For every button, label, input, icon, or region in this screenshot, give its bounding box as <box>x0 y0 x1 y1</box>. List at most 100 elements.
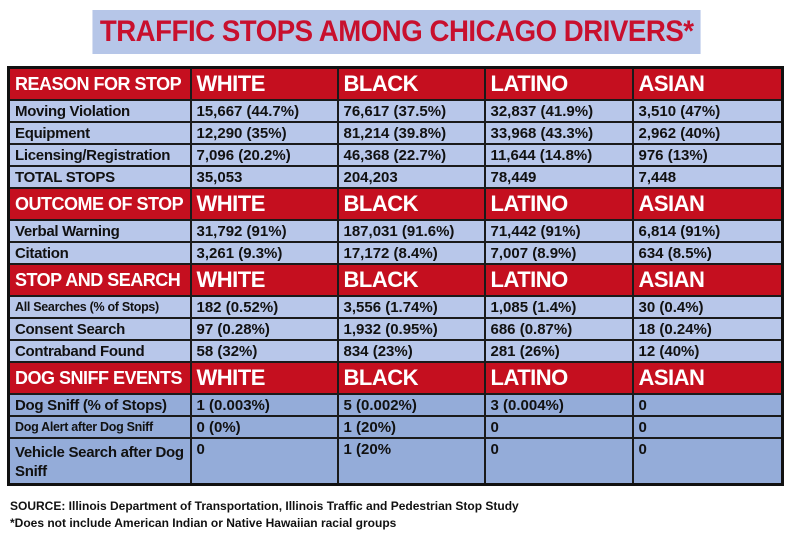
table-cell: 97 (0.28%) <box>189 317 339 341</box>
table-cell: 31,792 (91%) <box>189 219 339 243</box>
table-cell: 46,368 (22.7%) <box>336 143 486 167</box>
table-cell: 33,968 (43.3%) <box>483 121 634 145</box>
section-header: OUTCOME OF STOP <box>7 187 192 221</box>
table-row: Citation 3,261 (9.3%) 17,172 (8.4%) 7,00… <box>7 241 784 265</box>
column-header-latino: LATINO <box>483 66 634 101</box>
table-cell: 976 (13%) <box>631 143 784 167</box>
table-row: Verbal Warning 31,792 (91%) 187,031 (91.… <box>7 219 784 243</box>
row-label: Vehicle Search after Dog Sniff <box>7 437 192 486</box>
table-cell: 834 (23%) <box>336 339 486 363</box>
column-header-latino: LATINO <box>483 361 634 395</box>
table-cell: 7,096 (20.2%) <box>189 143 339 167</box>
table-cell: 15,667 (44.7%) <box>189 99 339 123</box>
column-header-asian: ASIAN <box>631 361 784 395</box>
table-cell: 0 <box>631 393 784 417</box>
row-label: Citation <box>7 241 192 265</box>
table-cell: 81,214 (39.8%) <box>336 121 486 145</box>
section-header-row: OUTCOME OF STOP WHITE BLACK LATINO ASIAN <box>7 187 784 221</box>
section-header-row: DOG SNIFF EVENTS WHITE BLACK LATINO ASIA… <box>7 361 784 395</box>
table-cell: 11,644 (14.8%) <box>483 143 634 167</box>
row-label: TOTAL STOPS <box>7 165 192 189</box>
table-cell: 12 (40%) <box>631 339 784 363</box>
table-cell: 187,031 (91.6%) <box>336 219 486 243</box>
table-cell: 1 (20% <box>336 437 486 486</box>
table-cell: 58 (32%) <box>189 339 339 363</box>
table-cell: 1,085 (1.4%) <box>483 295 634 319</box>
table-cell: 12,290 (35%) <box>189 121 339 145</box>
column-header-black: BLACK <box>336 187 486 221</box>
table-cell: 0 (0%) <box>189 415 339 439</box>
table-cell: 76,617 (37.5%) <box>336 99 486 123</box>
table-cell: 0 <box>189 437 339 486</box>
column-header-black: BLACK <box>336 66 486 101</box>
footnote: *Does not include American Indian or Nat… <box>10 516 397 530</box>
table-row: Equipment 12,290 (35%) 81,214 (39.8%) 33… <box>7 121 784 145</box>
table-cell: 182 (0.52%) <box>189 295 339 319</box>
table-cell: 7,448 <box>631 165 784 189</box>
title-banner: TRAFFIC STOPS AMONG CHICAGO DRIVERS* <box>0 10 793 54</box>
table-cell: 5 (0.002%) <box>336 393 486 417</box>
row-label: Consent Search <box>7 317 192 341</box>
table-cell: 1 (20%) <box>336 415 486 439</box>
column-header-latino: LATINO <box>483 263 634 297</box>
table-row: Consent Search 97 (0.28%) 1,932 (0.95%) … <box>7 317 784 341</box>
table-cell: 3,510 (47%) <box>631 99 784 123</box>
table-cell: 0 <box>631 437 784 486</box>
table-cell: 3,556 (1.74%) <box>336 295 486 319</box>
column-header-white: WHITE <box>189 361 339 395</box>
total-row: TOTAL STOPS 35,053 204,203 78,449 7,448 <box>7 165 784 189</box>
row-label: Licensing/Registration <box>7 143 192 167</box>
traffic-stops-table: REASON FOR STOP WHITE BLACK LATINO ASIAN… <box>7 66 784 486</box>
table-cell: 1,932 (0.95%) <box>336 317 486 341</box>
table-row: Vehicle Search after Dog Sniff 0 1 (20% … <box>7 437 784 486</box>
column-header-black: BLACK <box>336 361 486 395</box>
column-header-asian: ASIAN <box>631 66 784 101</box>
table-cell: 6,814 (91%) <box>631 219 784 243</box>
table-cell: 71,442 (91%) <box>483 219 634 243</box>
table-row: Dog Sniff (% of Stops) 1 (0.003%) 5 (0.0… <box>7 393 784 417</box>
table-cell: 17,172 (8.4%) <box>336 241 486 265</box>
table-cell: 0 <box>483 437 634 486</box>
table-cell: 3,261 (9.3%) <box>189 241 339 265</box>
table-row: Moving Violation 15,667 (44.7%) 76,617 (… <box>7 99 784 123</box>
section-header: DOG SNIFF EVENTS <box>7 361 192 395</box>
table-row: Contraband Found 58 (32%) 834 (23%) 281 … <box>7 339 784 363</box>
row-label: Dog Alert after Dog Sniff <box>7 415 192 439</box>
table-cell: 78,449 <box>483 165 634 189</box>
column-header-asian: ASIAN <box>631 263 784 297</box>
table-cell: 634 (8.5%) <box>631 241 784 265</box>
column-header-white: WHITE <box>189 187 339 221</box>
row-label: All Searches (% of Stops) <box>7 295 192 319</box>
column-header-white: WHITE <box>189 263 339 297</box>
table-row: All Searches (% of Stops) 182 (0.52%) 3,… <box>7 295 784 319</box>
row-label: Moving Violation <box>7 99 192 123</box>
table-cell: 686 (0.87%) <box>483 317 634 341</box>
table-cell: 3 (0.004%) <box>483 393 634 417</box>
section-header: STOP AND SEARCH <box>7 263 192 297</box>
table-cell: 18 (0.24%) <box>631 317 784 341</box>
table-cell: 0 <box>483 415 634 439</box>
row-label: Dog Sniff (% of Stops) <box>7 393 192 417</box>
row-label: Verbal Warning <box>7 219 192 243</box>
table-cell: 32,837 (41.9%) <box>483 99 634 123</box>
source-note: SOURCE: Illinois Department of Transport… <box>10 499 519 513</box>
table-cell: 204,203 <box>336 165 486 189</box>
table-row: Dog Alert after Dog Sniff 0 (0%) 1 (20%)… <box>7 415 784 439</box>
column-header-white: WHITE <box>189 66 339 101</box>
table-cell: 35,053 <box>189 165 339 189</box>
page-title: TRAFFIC STOPS AMONG CHICAGO DRIVERS* <box>92 10 701 54</box>
table-cell: 2,962 (40%) <box>631 121 784 145</box>
section-header-row: REASON FOR STOP WHITE BLACK LATINO ASIAN <box>7 66 784 101</box>
column-header-asian: ASIAN <box>631 187 784 221</box>
table-cell: 281 (26%) <box>483 339 634 363</box>
row-label: Equipment <box>7 121 192 145</box>
section-header: REASON FOR STOP <box>7 66 192 101</box>
column-header-latino: LATINO <box>483 187 634 221</box>
table-cell: 30 (0.4%) <box>631 295 784 319</box>
table-cell: 7,007 (8.9%) <box>483 241 634 265</box>
table-cell: 0 <box>631 415 784 439</box>
column-header-black: BLACK <box>336 263 486 297</box>
section-header-row: STOP AND SEARCH WHITE BLACK LATINO ASIAN <box>7 263 784 297</box>
table-row: Licensing/Registration 7,096 (20.2%) 46,… <box>7 143 784 167</box>
table-cell: 1 (0.003%) <box>189 393 339 417</box>
